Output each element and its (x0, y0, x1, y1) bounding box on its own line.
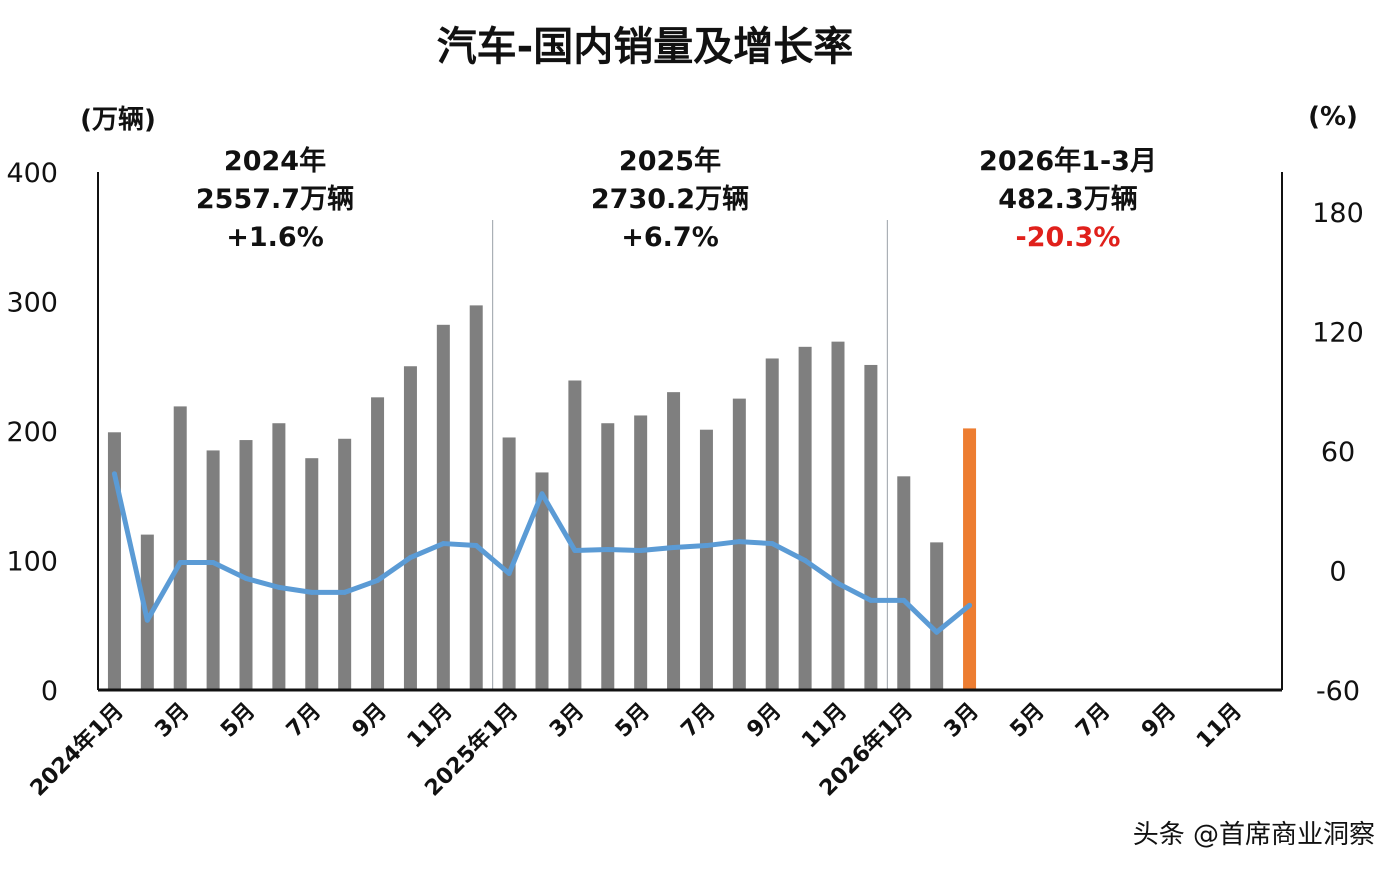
sales-bar (338, 438, 352, 690)
x-tick-label: 5月 (611, 699, 655, 743)
sales-bar (732, 398, 746, 690)
x-tick-label: 3月 (150, 699, 194, 743)
period-annotation: +6.7% (621, 222, 719, 253)
growth-rate-point (243, 575, 249, 581)
growth-rate-point (276, 584, 282, 590)
right-tick-label: -60 (1316, 676, 1360, 707)
growth-rate-point (901, 597, 907, 603)
growth-rate-point (144, 617, 150, 623)
x-tick-label: 2024年1月 (25, 698, 129, 802)
growth-rate-point (638, 548, 644, 554)
sales-bar (502, 437, 516, 690)
growth-rate-point (309, 589, 315, 595)
x-tick-label: 7月 (677, 699, 721, 743)
period-annotation: 2026年1-3月 (979, 145, 1157, 177)
sales-bar (173, 406, 187, 690)
sales-bar (469, 305, 483, 690)
right-tick-label: 120 (1312, 317, 1364, 348)
sales-bar (568, 380, 582, 690)
left-tick-label: 0 (41, 676, 58, 707)
footer-source: 头条 @首席商业洞察 (1133, 820, 1375, 850)
sales-bar (239, 440, 253, 690)
sales-bar (436, 324, 450, 690)
x-tick-label: 5月 (1006, 699, 1050, 743)
x-tick-label: 5月 (216, 699, 260, 743)
growth-rate-point (440, 541, 446, 547)
sales-bar (930, 542, 944, 690)
sales-bar (272, 423, 286, 690)
growth-rate-point (967, 602, 973, 608)
growth-rate-point (210, 559, 216, 565)
growth-rate-point (111, 471, 117, 477)
growth-rate-point (802, 558, 808, 563)
period-annotation: 2730.2万辆 (591, 184, 749, 215)
sales-bar (765, 358, 779, 690)
period-annotation: 2024年 (224, 145, 326, 177)
sales-bar (667, 392, 681, 690)
x-tick-label: 9月 (742, 699, 786, 743)
growth-rate-point (934, 629, 940, 635)
period-annotation: 2025年 (619, 145, 721, 177)
x-tick-label: 9月 (1137, 699, 1181, 743)
right-axis-unit: (%) (1308, 102, 1358, 132)
growth-rate-point (572, 548, 578, 554)
x-tick-label: 9月 (348, 699, 392, 743)
growth-rate-point (736, 539, 742, 545)
sales-bar (897, 476, 911, 690)
growth-rate-point (342, 589, 348, 595)
right-tick-label: 180 (1312, 198, 1364, 229)
left-axis-unit: (万辆) (80, 105, 156, 135)
left-tick-label: 100 (6, 547, 58, 578)
sales-bar (963, 428, 977, 690)
sales-bar (371, 397, 385, 690)
sales-bar (535, 472, 549, 690)
x-tick-label: 7月 (282, 699, 326, 743)
sales-bar (699, 429, 713, 690)
right-tick-label: 60 (1321, 437, 1355, 468)
growth-rate-point (473, 543, 479, 549)
left-tick-label: 400 (6, 158, 58, 189)
sales-bar (206, 450, 220, 690)
growth-rate-point (769, 541, 775, 547)
period-annotation: 2557.7万辆 (196, 184, 354, 215)
sales-bar (798, 346, 812, 690)
x-tick-label: 7月 (1071, 699, 1115, 743)
growth-rate-point (671, 545, 677, 551)
growth-rate-point (539, 491, 545, 497)
period-annotation: +1.6% (226, 222, 324, 253)
sales-bar (864, 364, 878, 690)
growth-rate-point (506, 570, 512, 576)
chart-title: 汽车-国内销量及增长率 (437, 24, 854, 70)
left-tick-label: 300 (6, 288, 58, 319)
growth-rate-point (605, 547, 611, 553)
x-tick-label: 11月 (1192, 699, 1247, 754)
growth-rate-point (407, 555, 413, 561)
growth-rate-point (703, 543, 709, 549)
x-tick-label: 3月 (545, 699, 589, 743)
x-tick-label: 11月 (797, 699, 852, 754)
x-tick-label: 3月 (940, 699, 984, 743)
sales-bar (601, 423, 615, 690)
sales-bar (831, 341, 845, 690)
period-annotation: 482.3万辆 (998, 184, 1137, 215)
growth-rate-point (375, 577, 381, 583)
x-tick-label: 11月 (403, 699, 458, 754)
right-tick-label: 0 (1329, 556, 1346, 587)
growth-rate-point (177, 559, 183, 565)
growth-rate-point (868, 597, 874, 603)
period-annotation: -20.3% (1016, 222, 1121, 253)
sales-bar (107, 432, 121, 690)
growth-rate-point (835, 580, 841, 586)
left-tick-label: 200 (6, 417, 58, 448)
sales-bar (305, 458, 319, 690)
sales-bar (403, 366, 417, 690)
